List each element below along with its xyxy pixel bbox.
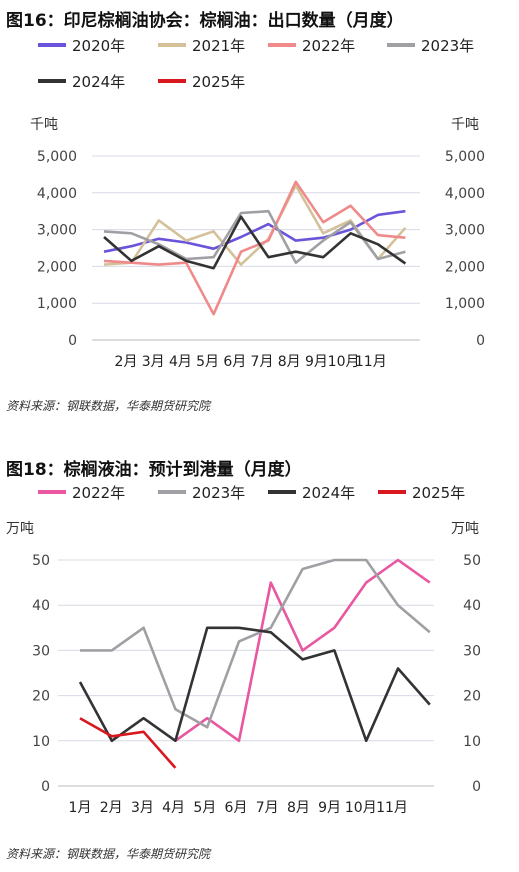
c1-legend-label-3: 2023年 <box>421 37 474 55</box>
c1-ytick-right-0: 0 <box>476 333 485 349</box>
c2-ytick-left-4: 40 <box>32 598 50 614</box>
c2-xtick-5: 6月 <box>225 800 248 816</box>
c1-legend-label-5: 2025年 <box>192 73 245 91</box>
chart2-title: 图18：棕榈液油：预计到港量（月度） <box>6 460 302 480</box>
chart1-source: 资料来源：钢联数据，华泰期货研究院 <box>6 399 211 413</box>
c1-series-line-3 <box>103 209 406 264</box>
c1-xtick-4: 6月 <box>223 354 246 370</box>
c2-legend-label-3: 2025年 <box>412 484 465 502</box>
c1-ytick-left-4: 4,000 <box>37 186 77 202</box>
c2-xtick-6: 7月 <box>256 800 279 816</box>
c2-xtick-4: 5月 <box>193 800 216 816</box>
c1-legend-label-0: 2020年 <box>72 37 125 55</box>
c2-legend-label-1: 2023年 <box>192 484 245 502</box>
c2-unit-left: 万吨 <box>6 521 34 537</box>
c1-xtick-2: 4月 <box>169 354 192 370</box>
c2-ytick-left-1: 10 <box>32 734 50 750</box>
c1-xtick-5: 7月 <box>251 354 274 370</box>
c2-series-line-1 <box>80 558 431 729</box>
c2-ytick-left-2: 20 <box>32 689 50 705</box>
c1-ytick-left-3: 3,000 <box>37 223 77 239</box>
c2-xtick-8: 9月 <box>318 800 341 816</box>
c2-xtick-9: 10月 <box>345 800 377 816</box>
c2-ytick-right-2: 20 <box>463 689 481 705</box>
c1-legend-label-4: 2024年 <box>72 73 125 91</box>
c1-ytick-right-3: 3,000 <box>445 223 485 239</box>
c2-xtick-3: 4月 <box>162 800 185 816</box>
c1-legend-label-1: 2021年 <box>192 37 245 55</box>
c2-ytick-right-3: 30 <box>463 643 481 659</box>
c1-ytick-right-5: 5,000 <box>445 149 485 165</box>
c1-ytick-right-1: 1,000 <box>445 296 485 312</box>
c1-unit-left: 千吨 <box>30 117 58 133</box>
c2-xtick-2: 3月 <box>131 800 154 816</box>
c2-unit-right: 万吨 <box>451 521 479 537</box>
c2-ytick-right-5: 50 <box>463 553 481 569</box>
chart1-title: 图16：印尼棕榈油协会：棕榈油：出口数量（月度） <box>6 11 404 31</box>
c1-xtick-7: 9月 <box>305 354 328 370</box>
c2-ytick-right-4: 40 <box>463 598 481 614</box>
c1-xtick-1: 3月 <box>142 354 165 370</box>
c2-legend-label-0: 2022年 <box>72 484 125 502</box>
c1-ytick-left-0: 0 <box>68 333 77 349</box>
c2-ytick-left-5: 50 <box>32 553 50 569</box>
c1-ytick-right-2: 2,000 <box>445 259 485 275</box>
c2-series-line-0 <box>174 558 431 743</box>
c1-ytick-left-2: 2,000 <box>37 259 77 275</box>
c1-ytick-right-4: 4,000 <box>445 186 485 202</box>
c2-ytick-left-0: 0 <box>41 779 50 795</box>
c1-xtick-3: 5月 <box>196 354 219 370</box>
c2-xtick-1: 2月 <box>100 800 123 816</box>
c1-series-line-2 <box>103 180 406 316</box>
c1-ytick-left-5: 5,000 <box>37 149 77 165</box>
chart2-source: 资料来源：钢联数据，华泰期货研究院 <box>6 847 211 861</box>
c1-xtick-8: 10月 <box>328 354 360 370</box>
c2-xtick-7: 8月 <box>287 800 310 816</box>
c2-series-line-2 <box>78 626 431 743</box>
c2-series-line-3 <box>79 717 177 769</box>
c2-ytick-left-3: 30 <box>32 643 50 659</box>
c1-legend-label-2: 2022年 <box>302 37 355 55</box>
c1-xtick-9: 11月 <box>355 354 387 370</box>
c2-ytick-right-0: 0 <box>472 779 481 795</box>
c2-legend-label-2: 2024年 <box>302 484 355 502</box>
c1-xtick-0: 2月 <box>115 354 138 370</box>
c1-xtick-6: 8月 <box>278 354 301 370</box>
c2-xtick-0: 1月 <box>69 800 92 816</box>
c2-ytick-right-1: 10 <box>463 734 481 750</box>
c2-xtick-10: 11月 <box>376 800 408 816</box>
c1-series-line-4 <box>103 215 407 270</box>
c1-ytick-left-1: 1,000 <box>37 296 77 312</box>
c1-unit-right: 千吨 <box>451 117 479 133</box>
